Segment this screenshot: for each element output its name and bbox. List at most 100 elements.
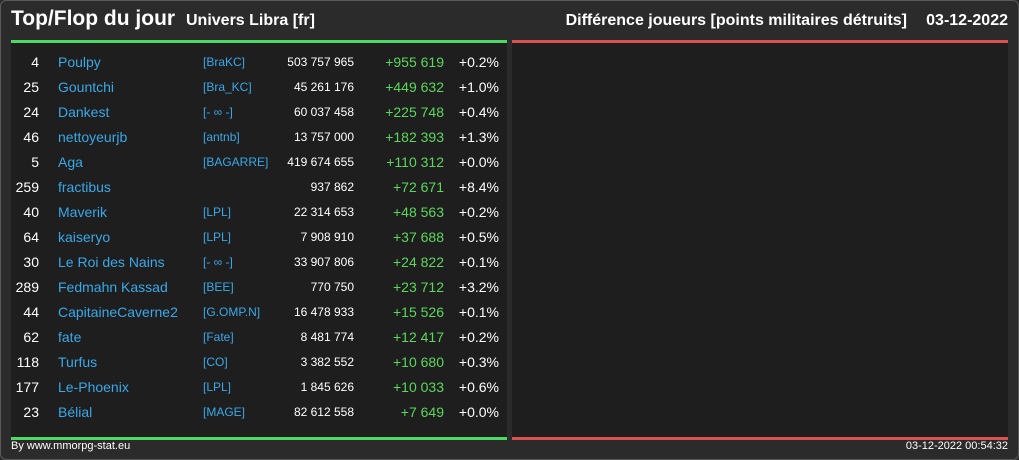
table-row: 259 fractibus 937 862 +72 671 +8.4% xyxy=(11,175,507,200)
footer-credit: By www.mmorpg-stat.eu xyxy=(11,440,131,452)
table-row: 177 Le-Phoenix [LPL] 1 845 626 +10 033 +0.6% xyxy=(11,375,507,400)
player-name-link[interactable]: Maverik xyxy=(58,204,108,220)
player-name-link[interactable]: CapitaineCaverne2 xyxy=(58,304,178,320)
player-rank: 24 xyxy=(23,104,39,120)
percent-change: +0.3% xyxy=(458,354,499,370)
player-points: 22 314 653 xyxy=(293,205,354,219)
table-row: 24 Dankest [- ∞ -] 60 037 458 +225 748 +0.4% xyxy=(11,100,507,125)
player-name-link[interactable]: Le-Phoenix xyxy=(58,379,129,395)
points-difference: +15 526 xyxy=(393,304,444,320)
points-difference: +7 649 xyxy=(400,404,444,420)
alliance-tag-link[interactable]: [Fate] xyxy=(203,330,234,344)
percent-change: +0.1% xyxy=(458,304,499,320)
player-name-link[interactable]: Le Roi des Nains xyxy=(58,254,165,270)
top-panel: 4 Poulpy [BraKC] 503 757 965 +955 619 +0.2% 25… xyxy=(11,40,507,440)
table-row: 46 nettoyeurjb [antnb] 13 757 000 +182 393 +1… xyxy=(11,125,507,150)
percent-change: +0.0% xyxy=(458,404,499,420)
percent-change: +3.2% xyxy=(458,279,499,295)
flop-panel xyxy=(512,40,1008,440)
table-row: 4 Poulpy [BraKC] 503 757 965 +955 619 +0.2% xyxy=(11,50,507,75)
percent-change: +0.2% xyxy=(458,54,499,70)
player-points: 770 750 xyxy=(310,280,354,294)
player-name-link[interactable]: Poulpy xyxy=(58,54,101,70)
percent-change: +1.0% xyxy=(458,79,499,95)
player-rank: 259 xyxy=(15,179,39,195)
points-difference: +23 712 xyxy=(393,279,444,295)
points-difference: +24 822 xyxy=(393,254,444,270)
page-title: Top/Flop du jour xyxy=(11,7,176,30)
table-row: 64 kaiseryo [LPL] 7 908 910 +37 688 +0.5% xyxy=(11,225,507,250)
player-rank: 44 xyxy=(23,304,39,320)
player-rank: 177 xyxy=(15,379,39,395)
metric-label: Différence joueurs [points militaires dé… xyxy=(565,12,907,29)
points-difference: +10 033 xyxy=(393,379,444,395)
percent-change: +0.1% xyxy=(458,254,499,270)
alliance-tag-link[interactable]: [BAGARRE] xyxy=(203,155,269,169)
player-name-link[interactable]: Bélial xyxy=(58,404,93,420)
alliance-tag-link[interactable]: [BEE] xyxy=(203,280,234,294)
top-list: 4 Poulpy [BraKC] 503 757 965 +955 619 +0.2% 25… xyxy=(11,50,507,425)
percent-change: +0.6% xyxy=(458,379,499,395)
universe-label: Univers Libra [fr] xyxy=(186,12,315,29)
player-name-link[interactable]: Fedmahn Kassad xyxy=(58,279,168,295)
points-difference: +225 748 xyxy=(385,104,444,120)
player-points: 3 382 552 xyxy=(300,355,354,369)
player-name-link[interactable]: Dankest xyxy=(58,104,110,120)
player-name-link[interactable]: Turfus xyxy=(58,354,98,370)
points-difference: +955 619 xyxy=(385,54,444,70)
alliance-tag-link[interactable]: [LPL] xyxy=(203,230,232,244)
alliance-tag-link[interactable]: [BraKC] xyxy=(203,55,246,69)
player-points: 7 908 910 xyxy=(300,230,354,244)
percent-change: +1.3% xyxy=(458,129,499,145)
table-row: 44 CapitaineCaverne2 [G.OMP.N] 16 478 933 +1… xyxy=(11,300,507,325)
player-points: 33 907 806 xyxy=(293,255,354,269)
player-rank: 64 xyxy=(23,229,39,245)
player-name-link[interactable]: Gountchi xyxy=(58,79,115,95)
percent-change: +8.4% xyxy=(458,179,499,195)
alliance-tag-link[interactable]: [Bra_KC] xyxy=(203,80,252,94)
player-points: 8 481 774 xyxy=(300,330,354,344)
alliance-tag-link[interactable]: [MAGE] xyxy=(203,405,246,419)
player-rank: 4 xyxy=(31,54,39,70)
points-difference: +182 393 xyxy=(385,129,444,145)
player-name-link[interactable]: kaiseryo xyxy=(58,229,111,245)
player-name-link[interactable]: fate xyxy=(58,329,82,345)
alliance-tag-link[interactable]: [antnb] xyxy=(203,130,240,144)
points-difference: +12 417 xyxy=(393,329,444,345)
player-name-link[interactable]: fractibus xyxy=(58,179,111,195)
player-rank: 25 xyxy=(23,79,39,95)
player-rank: 40 xyxy=(23,204,39,220)
player-points: 82 612 558 xyxy=(293,405,354,419)
percent-change: +0.2% xyxy=(458,204,499,220)
alliance-tag-link[interactable]: [- ∞ -] xyxy=(203,255,233,269)
points-difference: +10 680 xyxy=(393,354,444,370)
table-row: 30 Le Roi des Nains [- ∞ -] 33 907 806 +24 8… xyxy=(11,250,507,275)
alliance-tag-link[interactable]: [LPL] xyxy=(203,205,232,219)
player-points: 60 037 458 xyxy=(293,105,354,119)
points-difference: +72 671 xyxy=(393,179,444,195)
header-date: 03-12-2022 xyxy=(926,12,1008,29)
player-points: 16 478 933 xyxy=(293,305,354,319)
player-points: 1 845 626 xyxy=(300,380,354,394)
player-points: 45 261 176 xyxy=(293,80,354,94)
player-rank: 289 xyxy=(15,279,39,295)
player-name-link[interactable]: nettoyeurjb xyxy=(58,129,128,145)
table-row: 23 Bélial [MAGE] 82 612 558 +7 649 +0.0% xyxy=(11,400,507,425)
percent-change: +0.2% xyxy=(458,329,499,345)
table-row: 62 fate [Fate] 8 481 774 +12 417 +0.2% xyxy=(11,325,507,350)
player-name-link[interactable]: Aga xyxy=(58,154,83,170)
alliance-tag-link[interactable]: [- ∞ -] xyxy=(203,105,233,119)
player-rank: 30 xyxy=(23,254,39,270)
player-rank: 62 xyxy=(23,329,39,345)
footer-timestamp: 03-12-2022 00:54:32 xyxy=(905,440,1008,452)
points-difference: +449 632 xyxy=(385,79,444,95)
alliance-tag-link[interactable]: [CO] xyxy=(203,355,228,369)
table-row: 5 Aga [BAGARRE] 419 674 655 +110 312 +0.0% xyxy=(11,150,507,175)
points-difference: +48 563 xyxy=(393,204,444,220)
alliance-tag-link[interactable]: [LPL] xyxy=(203,380,232,394)
percent-change: +0.4% xyxy=(458,104,499,120)
table-row: 25 Gountchi [Bra_KC] 45 261 176 +449 632 +1.0… xyxy=(11,75,507,100)
alliance-tag-link[interactable]: [G.OMP.N] xyxy=(203,305,261,319)
table-row: 40 Maverik [LPL] 22 314 653 +48 563 +0.2% xyxy=(11,200,507,225)
player-rank: 46 xyxy=(23,129,39,145)
